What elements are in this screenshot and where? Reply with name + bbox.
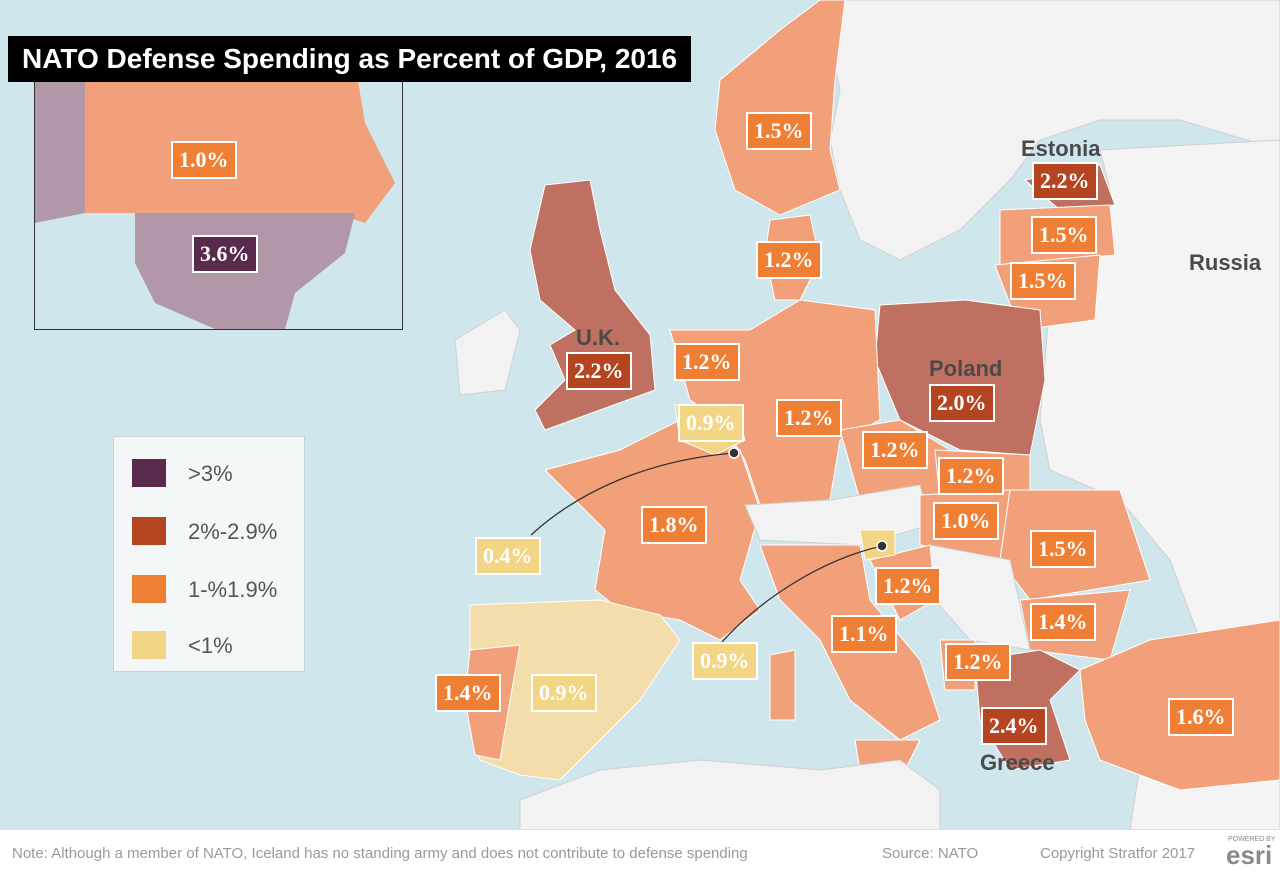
- nonmember-africa: [519, 759, 941, 830]
- label-portugal: 1.4%: [435, 674, 501, 712]
- region-norway: [714, 0, 846, 216]
- legend-swatch-1to19: [132, 575, 166, 603]
- region-sardinia: [769, 649, 796, 721]
- page-title: NATO Defense Spending as Percent of GDP,…: [8, 36, 692, 82]
- legend-label-lt1: <1%: [188, 633, 233, 658]
- label-albania: 1.2%: [945, 643, 1011, 681]
- label-spain: 0.9%: [531, 674, 597, 712]
- country-name-poland: Poland: [929, 356, 1003, 381]
- label-slovenia: 0.9%: [692, 642, 758, 680]
- inset-map: [35, 63, 402, 329]
- label-uk: 2.2%: [566, 352, 632, 390]
- label-netherlands: 1.2%: [674, 343, 740, 381]
- label-slovakia: 1.2%: [938, 457, 1004, 495]
- label-bulgaria: 1.4%: [1030, 603, 1096, 641]
- label-denmark: 1.2%: [756, 241, 822, 279]
- marker-slovenia: [876, 540, 888, 552]
- north-america-inset: 1.0% 3.6%: [34, 62, 403, 330]
- leader-line-slovenia: [721, 545, 883, 643]
- label-hungary: 1.0%: [933, 502, 999, 540]
- label-turkey: 1.6%: [1168, 698, 1234, 736]
- legend-swatch-2to29: [132, 517, 166, 545]
- region-canada: [85, 63, 395, 223]
- leader-line-luxembourg: [530, 452, 735, 536]
- label-italy: 1.1%: [831, 615, 897, 653]
- nonmember-ireland: [454, 309, 521, 396]
- label-romania: 1.5%: [1030, 530, 1096, 568]
- legend-label-1to19: 1-%1.9%: [188, 577, 278, 602]
- footer-copyright: Copyright Stratfor 2017: [1040, 845, 1196, 862]
- marker-luxembourg: [728, 447, 740, 459]
- legend: >3% 2%-2.9% 1-%1.9% <1%: [113, 436, 305, 672]
- label-germany: 1.2%: [776, 399, 842, 437]
- country-name-estonia: Estonia: [1021, 136, 1101, 161]
- label-belgium: 0.9%: [678, 404, 744, 442]
- label-croatia: 1.2%: [875, 567, 941, 605]
- label-estonia: 2.2%: [1032, 162, 1098, 200]
- label-canada: 1.0%: [171, 141, 237, 179]
- powered-by-text: POWERED BY: [1228, 836, 1276, 843]
- label-latvia: 1.5%: [1031, 216, 1097, 254]
- label-norway: 1.5%: [746, 112, 812, 150]
- label-greece: 2.4%: [981, 707, 1047, 745]
- label-usa: 3.6%: [192, 235, 258, 273]
- label-czech: 1.2%: [862, 431, 928, 469]
- legend-label-gt3: >3%: [188, 461, 233, 486]
- country-name-russia: Russia: [1189, 250, 1262, 275]
- footer-note: Note: Although a member of NATO, Iceland…: [12, 845, 748, 862]
- esri-brand-text: esri: [1226, 840, 1273, 870]
- label-lithuania: 1.5%: [1010, 262, 1076, 300]
- legend-swatch-gt3: [132, 459, 166, 487]
- label-luxembourg: 0.4%: [475, 537, 541, 575]
- country-name-greece: Greece: [980, 750, 1055, 775]
- footer: Note: Although a member of NATO, Iceland…: [0, 830, 1280, 873]
- label-poland: 2.0%: [929, 384, 995, 422]
- legend-label-2to29: 2%-2.9%: [188, 519, 278, 544]
- country-name-uk: U.K.: [576, 325, 620, 350]
- footer-source: Source: NATO: [882, 845, 979, 862]
- legend-swatch-lt1: [132, 631, 166, 659]
- region-alaska: [35, 63, 85, 223]
- label-france: 1.8%: [641, 506, 707, 544]
